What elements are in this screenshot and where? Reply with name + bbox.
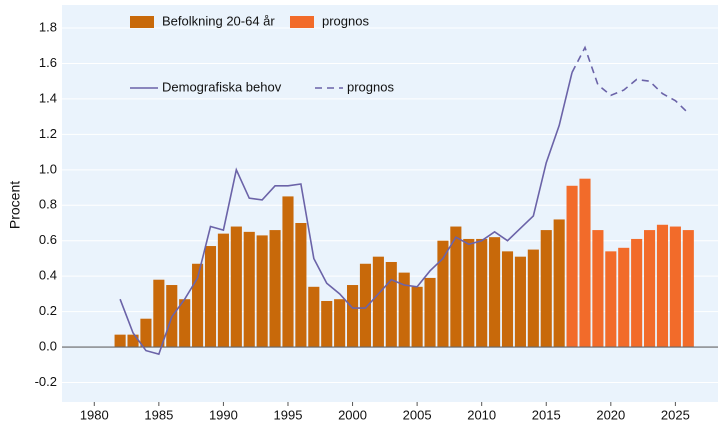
legend-label: Befolkning 20-64 år	[162, 13, 275, 28]
bar	[295, 222, 307, 348]
bar	[179, 299, 191, 348]
bar	[243, 231, 255, 348]
bar	[321, 300, 333, 348]
bar	[579, 178, 591, 348]
y-tick-label: 1.0	[39, 161, 57, 176]
bar	[140, 318, 152, 348]
bar	[372, 256, 384, 348]
x-tick-label: 2020	[596, 407, 625, 422]
bar	[398, 272, 410, 348]
bar	[605, 251, 617, 348]
bar	[153, 279, 165, 348]
bar	[682, 230, 694, 348]
bar	[644, 230, 656, 348]
x-tick-label: 2025	[661, 407, 690, 422]
bar	[114, 334, 126, 348]
bar	[463, 238, 475, 348]
legend-label: prognos	[322, 13, 369, 28]
x-tick-label: 1985	[144, 407, 173, 422]
bar	[527, 249, 539, 348]
bar	[230, 226, 242, 348]
x-tick-label: 2000	[338, 407, 367, 422]
bar	[308, 286, 320, 348]
legend-label: prognos	[347, 79, 394, 94]
bar	[127, 334, 139, 348]
y-axis-label: Procent	[7, 181, 23, 229]
legend-swatch	[130, 16, 154, 28]
bar	[437, 240, 449, 348]
bar	[424, 277, 436, 348]
bar	[553, 219, 565, 348]
y-tick-label: 1.8	[39, 19, 57, 34]
line	[119, 72, 573, 356]
bar	[514, 256, 526, 348]
bar	[501, 251, 514, 348]
bar	[489, 237, 501, 348]
bar	[204, 246, 217, 348]
legend-label: Demografiska behov	[162, 79, 282, 94]
y-tick-label: 0.0	[39, 338, 57, 353]
y-tick-label: 0.2	[39, 303, 57, 318]
bar	[540, 230, 552, 348]
bar	[359, 263, 372, 348]
bar	[656, 224, 669, 348]
bar	[217, 233, 229, 348]
x-tick-label: 1990	[209, 407, 238, 422]
y-tick-label: -0.2	[35, 374, 57, 389]
bar	[631, 238, 643, 348]
bar	[592, 230, 604, 348]
bar	[192, 263, 204, 348]
bar	[669, 226, 681, 348]
x-tick-label: 2005	[403, 407, 432, 422]
bar	[385, 261, 397, 348]
bar	[269, 230, 281, 348]
y-tick-label: 1.2	[39, 126, 57, 141]
y-tick-label: 1.6	[39, 55, 57, 70]
bar	[282, 196, 294, 348]
bar	[618, 247, 630, 348]
y-tick-label: 0.4	[39, 268, 57, 283]
y-tick-label: 0.6	[39, 232, 57, 247]
x-tick-label: 2015	[532, 407, 561, 422]
y-tick-label: 0.8	[39, 197, 57, 212]
bar	[334, 299, 346, 348]
bar	[450, 226, 462, 348]
bar	[566, 185, 578, 348]
legend-swatch	[290, 16, 314, 28]
x-tick-label: 1980	[80, 407, 109, 422]
bar	[256, 235, 268, 348]
x-tick-label: 1995	[274, 407, 303, 422]
y-tick-label: 1.4	[39, 90, 57, 105]
bar	[346, 285, 359, 348]
bar	[411, 286, 423, 348]
x-tick-label: 2010	[467, 407, 496, 422]
bar	[476, 238, 488, 348]
